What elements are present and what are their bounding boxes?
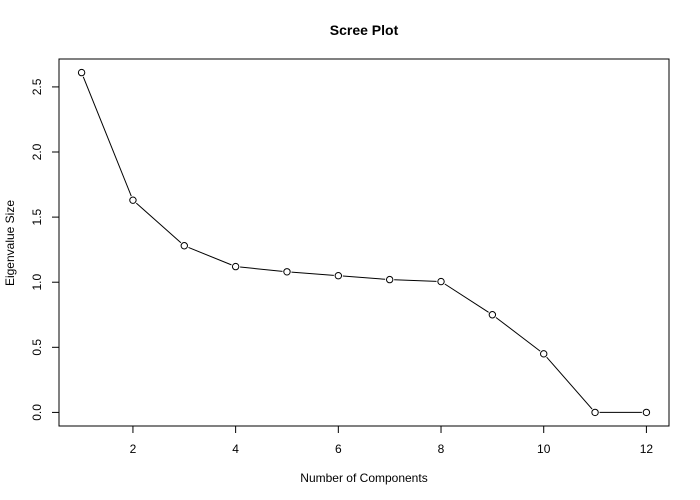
y-tick-label: 1.5: [30, 208, 44, 225]
x-tick-label: 10: [537, 442, 551, 456]
series-line-segment: [188, 246, 232, 266]
series-line-segment: [546, 356, 593, 410]
y-tick-label: 2.0: [30, 143, 44, 160]
x-axis: 2 4 6 8 10 12: [130, 425, 654, 456]
series-line-segment: [240, 266, 283, 272]
series-group: [77, 68, 651, 417]
y-axis: 0.0 0.5 1.0 1.5 2.0 2.5: [30, 78, 60, 421]
data-point: [488, 311, 497, 319]
data-point: [334, 272, 343, 280]
y-tick-label: 2.5: [30, 78, 44, 95]
x-tick-label: 8: [438, 442, 445, 456]
data-point: [642, 408, 651, 417]
x-tick-label: 6: [335, 442, 342, 456]
x-tick-label: 4: [232, 442, 239, 456]
series-line-segment: [444, 283, 489, 313]
data-point: [231, 262, 240, 271]
series-line-segment: [82, 76, 132, 197]
data-point: [129, 196, 137, 204]
data-point: [385, 275, 394, 284]
y-tick-label: 0.0: [30, 404, 44, 421]
x-axis-label: Number of Components: [300, 471, 427, 485]
data-point: [591, 408, 599, 417]
series-line-segment: [291, 271, 334, 276]
data-point: [77, 68, 86, 77]
data-point: [540, 350, 548, 358]
series-line-segment: [135, 202, 182, 244]
data-point: [180, 242, 188, 250]
data-point: [437, 277, 445, 286]
y-tick-label: 1.0: [30, 274, 44, 291]
series-line-segment: [495, 317, 541, 352]
chart-title: Scree Plot: [330, 22, 399, 38]
x-tick-label: 12: [640, 442, 654, 456]
x-tick-label: 2: [130, 442, 137, 456]
plot-frame: [58, 58, 670, 427]
y-tick-label: 0.5: [30, 339, 44, 356]
data-point: [283, 268, 291, 276]
series-line-segment: [394, 279, 437, 282]
y-axis-label: Eigenvalue Size: [3, 200, 17, 286]
series-line-segment: [342, 275, 386, 280]
